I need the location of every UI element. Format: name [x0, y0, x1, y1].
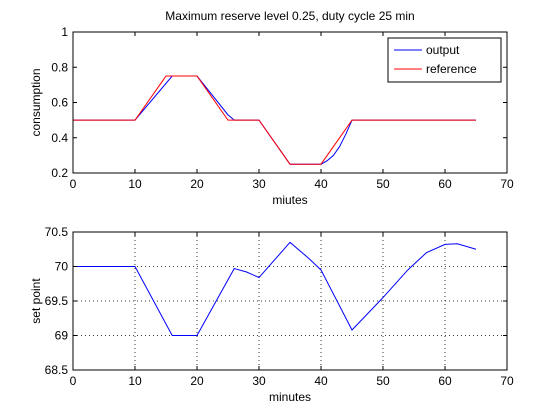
y-tick-label: 0.2 [51, 166, 68, 180]
x-tick-label: 0 [70, 177, 77, 191]
x-tick-label: 20 [190, 374, 204, 388]
y-tick-label: 69 [55, 329, 69, 343]
y-tick-label: 0.6 [51, 96, 68, 110]
y-tick-label: 70.5 [45, 225, 69, 239]
y-tick-label: 68.5 [45, 363, 69, 377]
x-tick-label: 70 [500, 374, 514, 388]
x-tick-label: 40 [314, 374, 328, 388]
x-tick-label: 30 [252, 374, 266, 388]
legend-box [387, 37, 502, 83]
x-tick-label: 10 [128, 177, 142, 191]
x-tick-label: 40 [314, 177, 328, 191]
x-tick-label: 10 [128, 374, 142, 388]
y-tick-label: 69.5 [45, 294, 69, 308]
x-tick-label: 60 [438, 374, 452, 388]
x-tick-label: 0 [70, 374, 77, 388]
x-tick-label: 20 [190, 177, 204, 191]
series-line-series-0 [73, 241, 477, 336]
consumption-plot: 0 10 20 30 40 50 60 70 0.2 0.4 0.6 0.8 1 miutes consum… [29, 9, 514, 207]
x-tick-label: 50 [376, 374, 390, 388]
x-tick-label: 60 [438, 177, 452, 191]
x-axis-label: miutes [272, 193, 307, 207]
legend-label-output: output [426, 43, 460, 57]
y-axis-label: consumption [29, 68, 43, 136]
set-point-plot: 0 10 20 30 40 50 60 70 68.5 69 69.5 70 70.5 minutes se… [29, 225, 514, 404]
legend: output reference [387, 37, 502, 83]
x-tick-label: 30 [252, 177, 266, 191]
x-axis-label: minutes [269, 390, 311, 404]
y-tick-label: 70 [55, 260, 69, 274]
legend-label-reference: reference [426, 62, 477, 76]
y-tick-label: 0.4 [51, 131, 68, 145]
y-tick-label: 0.8 [51, 60, 68, 74]
x-tick-label: 50 [376, 177, 390, 191]
series-line-reference [73, 75, 476, 165]
chart-title: Maximum reserve level 0.25, duty cycle 2… [165, 9, 414, 23]
y-axis-label: set point [29, 278, 43, 324]
y-tick-label: 1 [61, 25, 68, 39]
x-tick-label: 70 [500, 177, 514, 191]
